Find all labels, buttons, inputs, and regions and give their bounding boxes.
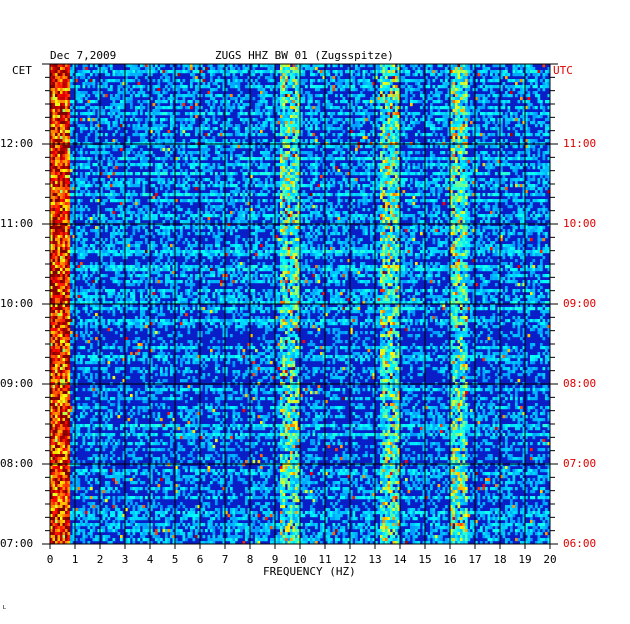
- axis-ticks: [42, 63, 558, 549]
- x-tick-label: 0: [46, 553, 54, 566]
- x-tick-label: 1: [71, 553, 79, 566]
- x-tick-label: 13: [368, 553, 382, 566]
- x-tick-label: 3: [121, 553, 129, 566]
- x-tick-label: 11: [318, 553, 332, 566]
- y-tick-label-utc: 06:00: [563, 537, 597, 550]
- x-tick-label: 18: [493, 553, 507, 566]
- heatmap-cells: [50, 64, 551, 545]
- x-tick-label: 4: [146, 553, 154, 566]
- y-tick-label-utc: 07:00: [563, 457, 597, 470]
- x-tick-label: 6: [196, 553, 204, 566]
- x-tick-label: 19: [518, 553, 532, 566]
- y-tick-label-cet: 09:00: [0, 377, 34, 390]
- y-tick-label-utc: 10:00: [563, 217, 597, 230]
- x-tick-label: 20: [543, 553, 557, 566]
- x-tick-label: 16: [443, 553, 457, 566]
- station-title: ZUGS HHZ BW 01 (Zugsspitze): [215, 49, 394, 62]
- x-axis-title: FREQUENCY (HZ): [263, 565, 356, 578]
- x-tick-label: 5: [171, 553, 179, 566]
- left-timezone-label: CET: [12, 64, 32, 77]
- x-tick-label: 10: [293, 553, 307, 566]
- y-tick-label-cet: 08:00: [0, 457, 34, 470]
- y-tick-label-cet: 12:00: [0, 137, 34, 150]
- y-tick-label-cet: 07:00: [0, 537, 34, 550]
- plot-grid: [49, 63, 551, 545]
- y-tick-label-cet: 10:00: [0, 297, 34, 310]
- y-tick-label-utc: 09:00: [563, 297, 597, 310]
- y-tick-label-cet: 11:00: [0, 217, 34, 230]
- x-tick-label: 15: [418, 553, 432, 566]
- x-tick-label: 7: [221, 553, 229, 566]
- right-timezone-label: UTC: [553, 64, 573, 77]
- footer-mark: ᴸ: [2, 605, 8, 615]
- x-tick-label: 12: [343, 553, 357, 566]
- x-tick-label: 2: [96, 553, 104, 566]
- y-tick-label-utc: 11:00: [563, 137, 597, 150]
- x-tick-label: 17: [468, 553, 482, 566]
- date-label: Dec 7,2009: [50, 49, 117, 62]
- x-tick-label: 8: [246, 553, 254, 566]
- x-tick-label: 14: [393, 553, 407, 566]
- y-tick-label-utc: 08:00: [563, 377, 597, 390]
- x-tick-label: 9: [271, 553, 279, 566]
